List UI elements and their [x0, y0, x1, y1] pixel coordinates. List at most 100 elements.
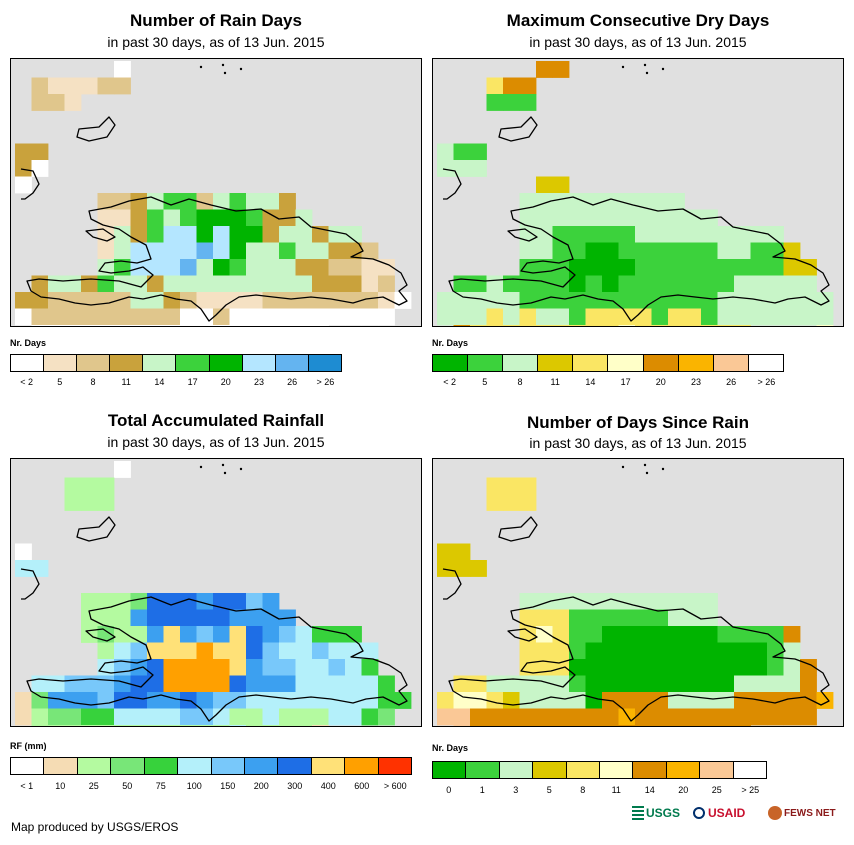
grid-cell	[180, 708, 197, 726]
coastline-island	[507, 628, 538, 642]
grid-cell	[767, 708, 784, 726]
grid-cell	[97, 77, 115, 95]
grid-cell	[734, 292, 751, 309]
grid-cell	[81, 609, 98, 627]
grid-cell	[312, 308, 329, 326]
grid-cell	[147, 292, 164, 309]
cay-marker	[643, 463, 647, 467]
grid-cell	[684, 609, 702, 627]
grid-cell	[651, 609, 669, 627]
grid-cell	[295, 642, 313, 660]
grid-cell	[668, 242, 685, 260]
grid-cell	[163, 259, 181, 276]
grid-cell	[114, 292, 131, 309]
grid-cell	[701, 308, 718, 326]
coastline-island	[76, 516, 116, 542]
grid-cell	[552, 626, 570, 643]
legend-swatch	[503, 355, 539, 371]
grid-cell	[519, 193, 537, 210]
grid-cell	[48, 725, 65, 726]
grid-cell	[783, 292, 801, 309]
grid-cell	[213, 308, 230, 326]
grid-cell	[180, 593, 197, 610]
grid-cell	[585, 708, 603, 726]
grid-cell	[585, 226, 603, 243]
grid-cell	[750, 642, 768, 660]
grid-cell	[651, 242, 669, 260]
grid-cell	[453, 143, 471, 161]
grid-cell	[262, 193, 280, 210]
coastline-island	[85, 628, 116, 642]
grid-cell	[378, 259, 395, 276]
grid-cell	[536, 209, 553, 227]
grid-cell	[536, 642, 553, 660]
grid-cell	[701, 642, 718, 660]
grid-cell	[163, 325, 181, 326]
coastline-island	[85, 228, 116, 242]
coastline-island	[442, 568, 462, 600]
grid-cell	[361, 659, 379, 676]
grid-cell	[130, 593, 148, 610]
grid-cell	[345, 259, 362, 276]
grid-cell	[717, 692, 735, 709]
legend-swatch	[143, 355, 177, 371]
grid-cell	[114, 61, 131, 78]
cay-marker	[661, 467, 665, 471]
grid-cell	[262, 593, 280, 610]
grid-cell	[246, 226, 263, 243]
grid-cell	[734, 242, 751, 260]
grid-cell	[767, 675, 784, 693]
legend-tick-label: 26	[287, 377, 298, 387]
legend-swatch	[566, 762, 601, 778]
grid-cell	[701, 692, 718, 709]
grid-cell	[569, 226, 586, 243]
grid-cell	[262, 308, 280, 326]
grid-cell	[31, 692, 49, 709]
grid-cell	[279, 325, 296, 326]
legend-tick-label: 23	[690, 377, 701, 387]
grid-cell	[717, 675, 735, 693]
legend-swatch	[468, 355, 504, 371]
grid-cell	[437, 708, 454, 726]
grid-cell	[536, 609, 553, 627]
grid-cell	[163, 626, 181, 643]
grid-cell	[295, 659, 313, 676]
map-canvas	[437, 463, 834, 726]
grid-cell	[684, 692, 702, 709]
grid-cell	[345, 675, 362, 693]
grid-cell	[328, 242, 346, 260]
grid-cell	[345, 626, 362, 643]
usgs-logo-text: USGS	[646, 806, 681, 820]
grid-cell	[130, 692, 148, 709]
grid-cell	[536, 226, 553, 243]
grid-cell	[618, 193, 636, 210]
grid-cell	[519, 593, 537, 610]
grid-cell	[97, 209, 115, 227]
grid-cell	[147, 308, 164, 326]
legend-title-rainfall: RF (mm)	[10, 741, 47, 751]
legend-swatch	[176, 355, 210, 371]
cay-marker	[239, 67, 243, 71]
legend-tick-label: 200	[253, 781, 269, 791]
grid-cell	[651, 642, 669, 660]
grid-cell	[180, 725, 197, 726]
grid-cell	[783, 275, 801, 293]
grid-cell	[569, 675, 586, 693]
legend-swatch	[44, 758, 78, 774]
grid-cell	[130, 226, 148, 243]
grid-cell	[328, 226, 346, 243]
grid-cell	[668, 675, 685, 693]
grid-cell	[163, 659, 181, 676]
grid-cell	[196, 242, 214, 260]
grid-cell	[328, 642, 346, 660]
grid-cell	[147, 275, 164, 293]
grid-cell	[503, 308, 520, 326]
grid-cell	[279, 642, 296, 660]
grid-cell	[569, 292, 586, 309]
map-dry-days	[432, 58, 844, 327]
grid-cell	[519, 692, 537, 709]
grid-cell	[635, 642, 652, 660]
grid-cell	[180, 259, 197, 276]
grid-cell	[81, 292, 98, 309]
grid-cell	[213, 259, 230, 276]
